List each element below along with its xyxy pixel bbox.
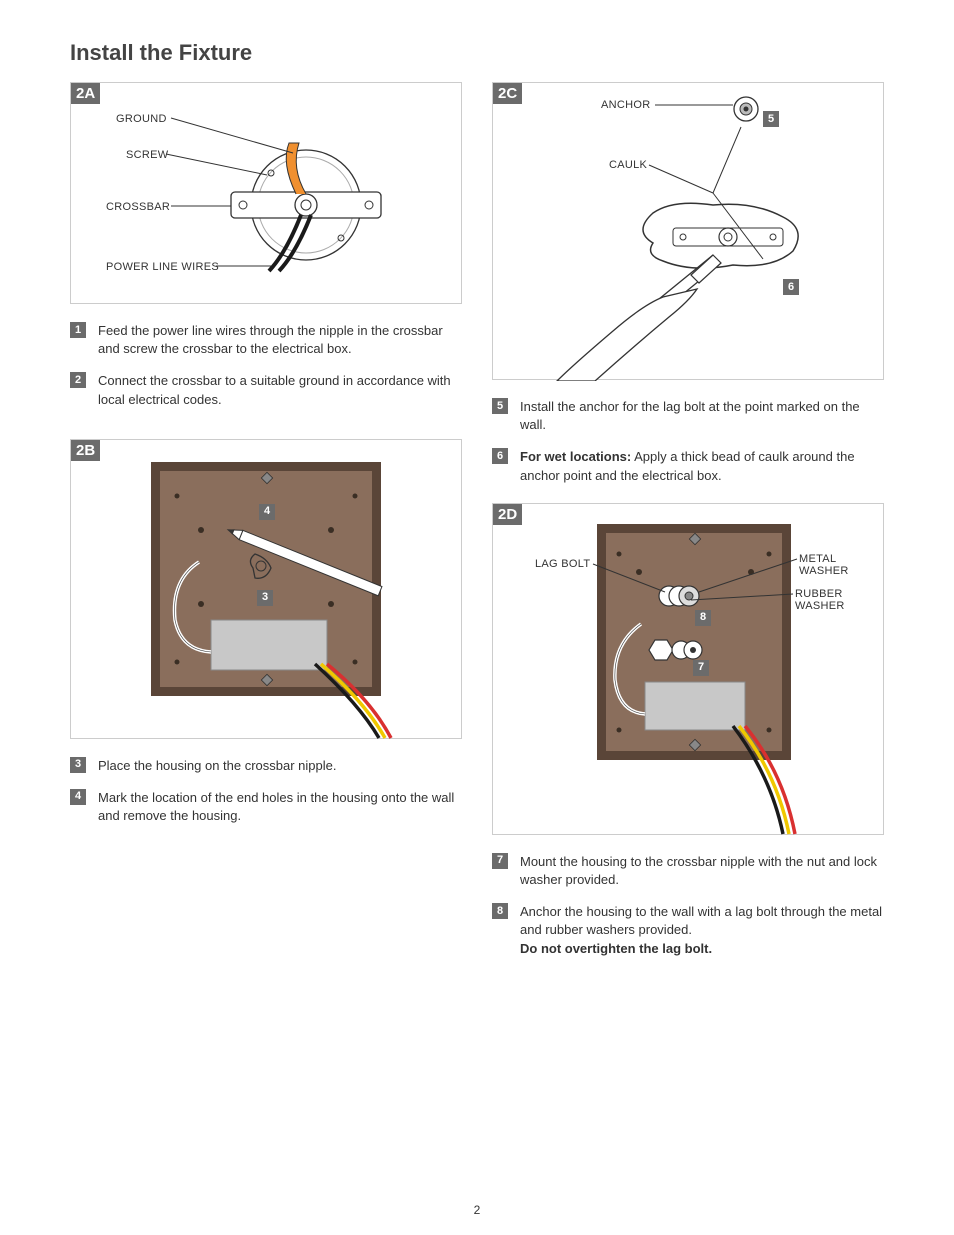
step-4: 4 Mark the location of the end holes in … [70,789,462,825]
left-column: 2A GROUND SCREW CROSSBAR POWER LINE WIRE… [70,82,462,972]
fig-badge-8: 8 [695,610,711,626]
right-column: 2C ANCHOR CAULK 5 6 [492,82,884,972]
step-5: 5 Install the anchor for the lag bolt at… [492,398,884,434]
step-3: 3 Place the housing on the crossbar nipp… [70,757,462,775]
page-title: Install the Fixture [70,40,884,66]
fig-badge-7: 7 [693,660,709,676]
step-1: 1 Feed the power line wires through the … [70,322,462,358]
step-badge-7: 7 [492,853,508,869]
figure-tag-2c: 2C [493,83,522,104]
step-badge-1: 1 [70,322,86,338]
step-8: 8 Anchor the housing to the wall with a … [492,903,884,958]
figure-tag-2d: 2D [493,504,522,525]
figure-2b: 2B 4 3 [70,439,462,739]
step-badge-2: 2 [70,372,86,388]
step-6: 6 For wet locations: Apply a thick bead … [492,448,884,484]
label-caulk: CAULK [609,159,647,171]
label-metal-washer: METAL WASHER [799,553,883,577]
label-screw: SCREW [126,149,168,161]
figure-tag-2a: 2A [71,83,100,104]
figure-tag-2b: 2B [71,440,100,461]
step-text-8: Anchor the housing to the wall with a la… [520,903,884,958]
step-text-7: Mount the housing to the crossbar nipple… [520,853,884,889]
step-text-5: Install the anchor for the lag bolt at t… [520,398,884,434]
page-number: 2 [474,1203,481,1217]
fig-badge-4: 4 [259,504,275,520]
step-badge-3: 3 [70,757,86,773]
step-text-1: Feed the power line wires through the ni… [98,322,462,358]
label-lag-bolt: LAG BOLT [535,558,590,570]
step-7: 7 Mount the housing to the crossbar nipp… [492,853,884,889]
figure-2a: 2A GROUND SCREW CROSSBAR POWER LINE WIRE… [70,82,462,304]
fig-badge-5: 5 [763,111,779,127]
step-badge-6: 6 [492,448,508,464]
fig-badge-3: 3 [257,590,273,606]
diagram-2c [493,83,883,381]
step-text-3: Place the housing on the crossbar nipple… [98,757,462,775]
step-badge-5: 5 [492,398,508,414]
step-2: 2 Connect the crossbar to a suitable gro… [70,372,462,408]
figure-2d: 2D LAG BOLT METAL WASHER RUBBER WASHER 8… [492,503,884,835]
label-power-wires: POWER LINE WIRES [106,261,219,273]
fig-badge-6: 6 [783,279,799,295]
figure-2c: 2C ANCHOR CAULK 5 6 [492,82,884,380]
label-crossbar: CROSSBAR [106,201,170,213]
step-text-4: Mark the location of the end holes in th… [98,789,462,825]
two-column-layout: 2A GROUND SCREW CROSSBAR POWER LINE WIRE… [70,82,884,972]
step-text-2: Connect the crossbar to a suitable groun… [98,372,462,408]
step-badge-4: 4 [70,789,86,805]
step-text-6: For wet locations: Apply a thick bead of… [520,448,884,484]
label-anchor: ANCHOR [601,99,650,111]
label-ground: GROUND [116,113,167,125]
label-rubber-washer: RUBBER WASHER [795,588,883,612]
step-badge-8: 8 [492,903,508,919]
